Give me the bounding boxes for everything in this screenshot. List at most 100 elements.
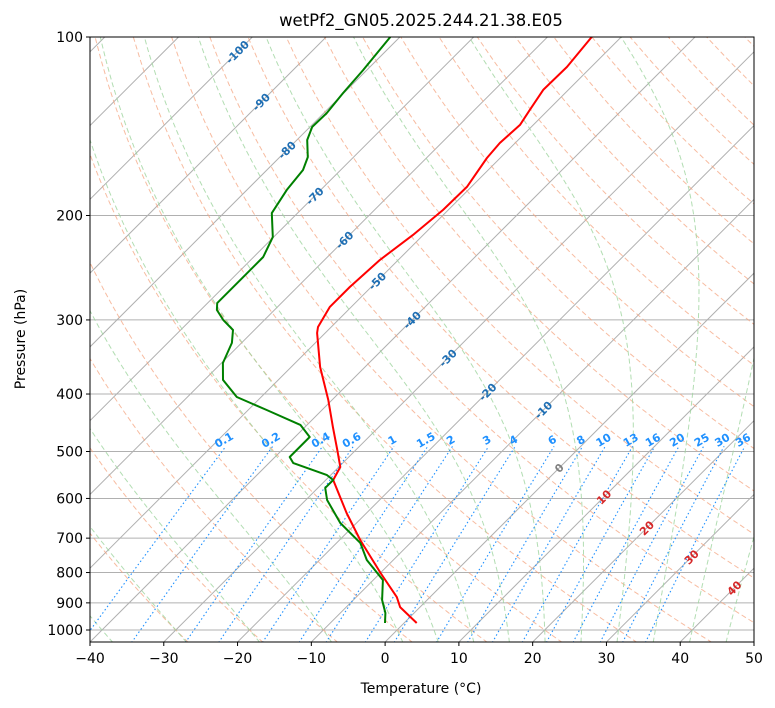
mixing-ratio-line — [467, 446, 584, 642]
y-axis-label: Pressure (hPa) — [13, 289, 29, 389]
mixing-ratio-line — [645, 446, 746, 642]
dry-adiabat-line — [132, 37, 638, 642]
x-tick-label: 20 — [524, 651, 542, 667]
mixing-ratio-line — [546, 446, 656, 642]
isotherm-line — [531, 419, 754, 642]
dry-adiabat-line — [90, 532, 189, 642]
mixing-ratio-label: 13 — [621, 431, 641, 450]
isotherm-line — [163, 51, 754, 642]
y-tick-label: 200 — [56, 209, 83, 225]
moist-adiabat-line — [468, 37, 634, 642]
moist-adiabat-line — [620, 37, 700, 642]
y-tick-label: 700 — [56, 531, 83, 547]
mixing-ratio-line — [622, 446, 725, 642]
isobar-grid — [90, 37, 754, 631]
isotherm-line — [384, 272, 754, 642]
axes-frame — [89, 36, 755, 643]
mixing-ratio-label: 3 — [480, 433, 493, 448]
x-tick-label: 50 — [745, 651, 763, 667]
isotherm-label: -80 — [276, 138, 299, 161]
isotherm-line — [753, 641, 754, 642]
y-tick-label: 300 — [56, 313, 83, 329]
mixing-ratio-line — [131, 445, 274, 642]
chart-title: wetPf2_GN05.2025.244.21.38.E05 — [279, 11, 563, 31]
mixing-ratio-label: 0.2 — [259, 430, 282, 451]
mixing-ratio-line — [218, 445, 354, 642]
dry-adiabat-line — [209, 37, 754, 624]
mixing-ratio-line — [599, 446, 705, 642]
isotherm-line — [236, 124, 754, 642]
isotherm-label: -100 — [223, 38, 252, 67]
y-tick-label: 800 — [56, 566, 83, 582]
mixing-ratio-line — [90, 445, 227, 632]
mixing-ratio-label: 1 — [386, 433, 399, 448]
moist-adiabat-line — [265, 37, 546, 642]
isotherm-line — [90, 37, 475, 422]
y-tick-label: 900 — [56, 596, 83, 612]
dry-adiabat-line — [90, 357, 339, 642]
isotherm-grid — [90, 37, 754, 642]
mixing-ratio-label: 0.1 — [212, 430, 235, 451]
moist-adiabat-line — [90, 427, 261, 642]
mixing-ratio-line — [262, 445, 395, 642]
mixing-ratio-label: 6 — [546, 433, 559, 448]
dry-adiabat-line — [515, 37, 754, 285]
x-tick-label: −20 — [223, 651, 253, 667]
mixing-ratio-label: 0.6 — [340, 430, 364, 451]
moist-adiabat-line — [90, 138, 404, 642]
dry-adiabat-line — [438, 37, 754, 366]
dry-adiabat-line — [629, 37, 754, 165]
mixing-ratio-line — [572, 446, 680, 642]
x-tick-label: −40 — [75, 651, 105, 667]
x-tick-label: 40 — [671, 651, 689, 667]
moist-adiabat-line — [143, 37, 475, 642]
y-tick-label: 1000 — [47, 623, 83, 639]
dry-adiabat-line — [362, 37, 754, 450]
moist-adiabat-line — [725, 534, 754, 642]
y-tick-label: 600 — [56, 491, 83, 507]
mixing-ratio-line — [298, 445, 429, 642]
isotherm-line — [90, 37, 253, 201]
x-tick-label: 30 — [598, 651, 616, 667]
dry-adiabat-line — [706, 37, 754, 87]
x-axis-label: Temperature (°C) — [360, 681, 482, 697]
moist-adiabat-line — [99, 37, 439, 642]
isotherm-line — [458, 346, 754, 642]
isotherm-line — [90, 37, 696, 642]
dry-adiabat-line — [171, 37, 713, 642]
plot-area: 0.1 0.2 0.4 0.6 1 1.5 2 3 4 6 8 10 13 16 20 25 30 36-100-… — [90, 37, 775, 643]
dry-adiabat-line — [323, 37, 754, 492]
moist-adiabat-line — [763, 37, 775, 643]
mixing-ratio-line — [521, 446, 634, 642]
mixing-ratio-line — [393, 446, 516, 642]
moist-adiabat-line — [689, 355, 754, 642]
mixing-ratio-label: 20 — [667, 431, 687, 450]
isotherm-line — [90, 37, 401, 348]
y-tick-label: 100 — [56, 30, 83, 46]
temperature-profile-line — [316, 37, 593, 624]
dry-adiabat-line — [744, 37, 754, 47]
y-tick-label: 400 — [56, 387, 83, 403]
dry-adiabat-line — [90, 447, 264, 642]
moist-adiabat-line — [90, 309, 333, 642]
x-tick-label: −10 — [297, 651, 327, 667]
y-axis-ticks: 100 200 300 400 500 600 700 800 900 1000 — [47, 30, 90, 639]
mixing-ratio-label: 36 — [733, 431, 753, 450]
x-tick-label: −30 — [149, 651, 179, 667]
profile-series — [215, 37, 593, 624]
mixing-ratio-label: 8 — [574, 433, 587, 448]
mixing-ratio-label: 16 — [643, 431, 663, 450]
dry-adiabat-line — [90, 261, 413, 642]
background-line-labels: 0.1 0.2 0.4 0.6 1 1.5 2 3 4 6 8 10 13 16 20 25 30 36-100-… — [212, 38, 753, 599]
dry-adiabat-line — [591, 37, 754, 205]
moist-adiabat-line — [353, 37, 584, 642]
isotherm-line — [310, 198, 754, 642]
mixing-ratio-lines — [90, 445, 746, 642]
x-axis-ticks: −40 −30 −20 −10 0 10 20 30 40 50 — [75, 642, 763, 667]
mixing-ratio-label: 30 — [712, 431, 732, 450]
dry-adiabat-line — [94, 37, 563, 642]
isotherm-line — [90, 37, 327, 274]
mixing-ratio-label: 1.5 — [414, 430, 437, 451]
x-tick-label: 0 — [381, 651, 390, 667]
